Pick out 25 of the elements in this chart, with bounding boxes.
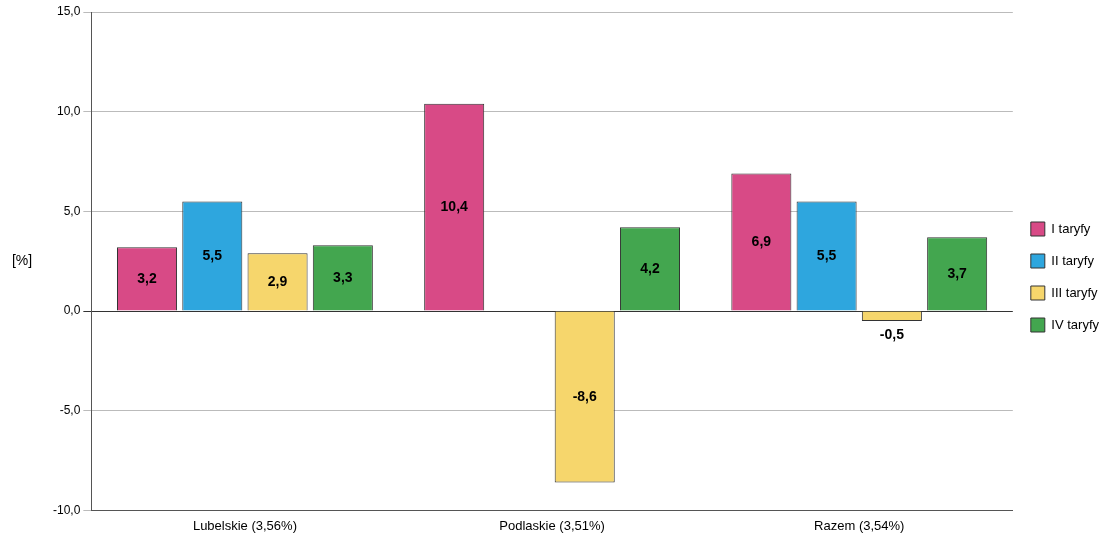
- data-label: 3,7: [947, 264, 968, 281]
- legend-label: IV taryfy: [1051, 316, 1100, 332]
- y-tick-label: -10,0: [52, 502, 81, 517]
- legend-label: I taryfy: [1051, 220, 1091, 236]
- data-label: -8,6: [572, 387, 597, 404]
- data-label: 5,5: [202, 246, 223, 263]
- data-label: 4,2: [640, 259, 660, 276]
- y-tick-label: 5,0: [63, 203, 81, 218]
- data-label: 2,9: [267, 272, 288, 289]
- y-tick-label: 10,0: [56, 103, 81, 118]
- y-tick-label: -5,0: [59, 403, 81, 418]
- y-tick-label: 0,0: [63, 303, 81, 318]
- y-tick-label: 15,0: [56, 4, 81, 19]
- data-label: 6,9: [751, 232, 772, 249]
- data-label: 10,4: [440, 197, 469, 214]
- x-tick-label: Razem (3,54%): [814, 517, 905, 533]
- x-tick-label: Lubelskie (3,56%): [192, 517, 297, 533]
- data-label: -0,5: [879, 325, 905, 342]
- y-axis-title: [%]: [11, 252, 33, 269]
- legend-label: II taryfy: [1051, 252, 1095, 268]
- data-label: 3,3: [333, 268, 353, 285]
- legend-label: III taryfy: [1051, 284, 1099, 300]
- data-label: 3,2: [137, 269, 157, 286]
- x-tick-label: Podlaskie (3,51%): [499, 517, 605, 533]
- data-label: 5,5: [816, 246, 837, 263]
